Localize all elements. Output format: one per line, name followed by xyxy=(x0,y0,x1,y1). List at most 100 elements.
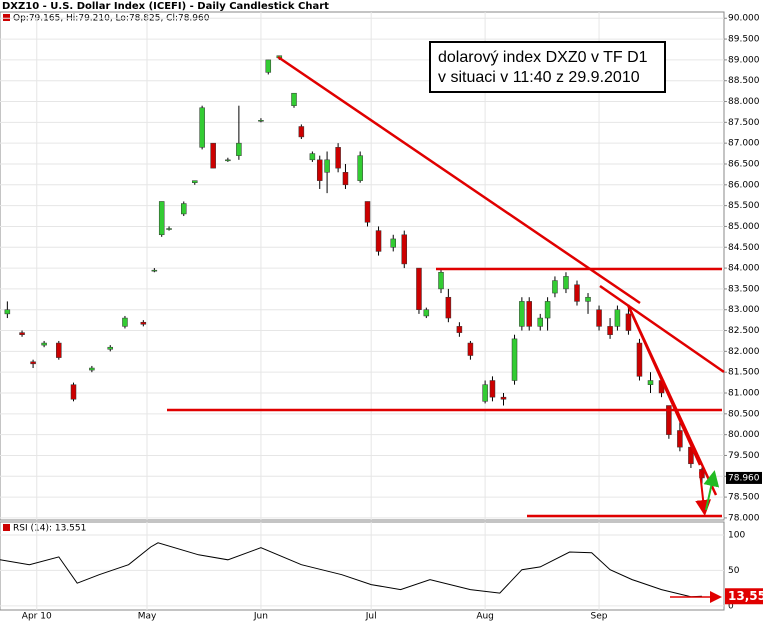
candle-body xyxy=(552,280,558,294)
candle-body xyxy=(456,326,463,333)
candle-body xyxy=(236,142,242,156)
candle-body xyxy=(107,346,114,350)
y-tick-label: 85.000 xyxy=(728,222,760,232)
candle-body xyxy=(140,321,147,325)
x-tick-label: Jun xyxy=(253,612,268,622)
candle-body xyxy=(166,228,172,230)
candle-body xyxy=(181,203,187,215)
candle-body xyxy=(416,267,422,310)
candle-body xyxy=(423,309,430,317)
candle-body xyxy=(438,271,444,290)
y-tick-label: 81.000 xyxy=(728,389,760,399)
rsi-title: RSI (14): 13.551 xyxy=(13,524,86,534)
candle-body xyxy=(537,317,543,327)
candle-body xyxy=(210,142,216,169)
y-tick-label: 79.500 xyxy=(728,451,760,461)
y-tick-label: 90.000 xyxy=(728,14,760,24)
candle-body xyxy=(70,384,77,400)
candle-body xyxy=(500,396,507,400)
y-tick-label: 84.500 xyxy=(728,243,760,253)
candle-body xyxy=(316,159,323,181)
y-tick-label: 87.000 xyxy=(728,139,760,149)
rsi-tick-label: 100 xyxy=(728,530,745,540)
y-tick-label: 81.500 xyxy=(728,368,760,378)
rsi-last-box xyxy=(725,588,763,605)
candle-body xyxy=(199,107,205,148)
y-tick-label: 83.000 xyxy=(728,305,760,315)
candle-body xyxy=(324,159,330,173)
candle-body xyxy=(401,234,408,265)
y-tick-label: 80.500 xyxy=(728,409,760,419)
candle-body xyxy=(122,317,128,327)
candle-body xyxy=(519,301,525,327)
last-price-box xyxy=(726,471,762,484)
y-tick-label: 85.500 xyxy=(728,201,760,211)
candle-body xyxy=(636,342,643,377)
candle-body xyxy=(445,296,452,319)
arrow xyxy=(695,471,712,516)
y-tick-label: 84.000 xyxy=(728,264,760,274)
candle-body xyxy=(342,172,349,186)
x-tick-label: Aug xyxy=(476,612,494,622)
candle-body xyxy=(596,309,602,327)
x-tick-label: Sep xyxy=(591,612,608,622)
candle-body xyxy=(364,201,371,223)
candle-body xyxy=(574,284,580,302)
candle-body xyxy=(647,380,654,385)
candle-body xyxy=(482,384,488,402)
x-tick-label: Apr 10 xyxy=(22,612,52,622)
candle-body xyxy=(258,120,264,122)
candle-body xyxy=(563,276,569,290)
candle-body xyxy=(467,342,474,356)
candle-body xyxy=(489,380,496,398)
candle-body xyxy=(677,430,683,448)
candle-body xyxy=(192,180,198,183)
rsi-tick-label: 0 xyxy=(728,601,734,611)
marks: 78.960 13,55 xyxy=(0,55,764,605)
candle-body xyxy=(335,147,341,169)
y-tick-label: 86.000 xyxy=(728,180,760,190)
rsi-tick-label: 50 xyxy=(728,566,740,576)
rsi-swatch xyxy=(3,524,10,531)
last-price-label: 78.960 xyxy=(728,473,760,483)
arrow xyxy=(703,470,720,511)
y-tick-label: 88.000 xyxy=(728,97,760,107)
candle-body xyxy=(390,238,396,248)
y-tick-label: 89.500 xyxy=(728,35,760,45)
candle-body xyxy=(666,405,672,435)
candle-body xyxy=(526,301,532,327)
trend-line xyxy=(277,55,641,305)
y-tick-label: 88.500 xyxy=(728,76,760,86)
candle-body xyxy=(375,230,382,252)
trend-line xyxy=(599,284,725,374)
x-tick-label: Jul xyxy=(365,612,377,622)
x-tick-label: May xyxy=(138,612,157,622)
candle-body xyxy=(4,309,11,315)
candle-body xyxy=(309,153,316,161)
legend-swatch xyxy=(3,14,10,21)
y-tick-label: 87.500 xyxy=(728,118,760,128)
price-frame xyxy=(0,11,725,521)
y-tick-label: 89.000 xyxy=(728,55,760,65)
y-tick-label: 82.000 xyxy=(728,347,760,357)
y-tick-label: 80.000 xyxy=(728,430,760,440)
chart-title: DXZ10 - U.S. Dollar Index (ICEFI) - Dail… xyxy=(2,1,329,12)
y-tick-label: 78.500 xyxy=(728,493,760,503)
annotation: v situaci v 11:40 z 29.9.2010 xyxy=(438,69,640,86)
candle-body xyxy=(89,367,95,371)
candle-body xyxy=(625,313,632,331)
drawings xyxy=(167,55,725,603)
candle-body xyxy=(607,326,613,335)
y-tick-label: 86.500 xyxy=(728,159,760,169)
candle-body xyxy=(357,155,363,181)
candle-body xyxy=(30,361,36,365)
candle-body xyxy=(298,126,305,138)
rsi-last-label: 13,55 xyxy=(728,589,764,603)
candle-body xyxy=(544,301,551,319)
candle-body xyxy=(265,59,272,73)
trend-line xyxy=(626,304,702,466)
y-tick-label: 78.000 xyxy=(728,513,760,523)
candle-body xyxy=(585,296,591,302)
y-tick-label: 82.500 xyxy=(728,326,760,336)
candle-body xyxy=(41,342,47,346)
